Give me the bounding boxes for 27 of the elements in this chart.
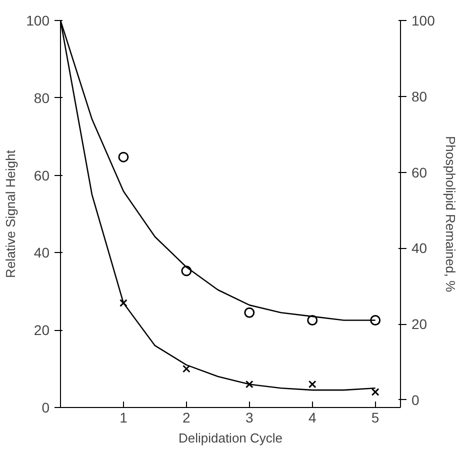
point xyxy=(120,299,128,307)
x-tick-label: 5 xyxy=(371,410,380,426)
point xyxy=(118,152,129,162)
y2-tick-label: 60 xyxy=(412,164,428,180)
point xyxy=(371,388,380,396)
x-tick-label: 2 xyxy=(182,410,191,426)
y2-tick-label: 0 xyxy=(412,392,420,408)
y-tick-label: 60 xyxy=(34,167,50,184)
y-tick-label: 0 xyxy=(42,400,50,416)
y2-tick-label: 20 xyxy=(412,316,428,332)
point xyxy=(244,307,255,318)
point xyxy=(182,364,190,373)
y-axis-title: Relative Signal Height xyxy=(3,150,18,278)
y-tick-label: 20 xyxy=(34,322,50,338)
x-axis-title: Delipidation Cycle xyxy=(178,430,283,446)
y2-axis-title: Phospholipid Remained, % xyxy=(442,136,458,292)
x-tick-label: 3 xyxy=(245,410,254,426)
y2-tick-label: 100 xyxy=(412,12,436,28)
point xyxy=(308,380,316,388)
x-tick-label: 4 xyxy=(308,410,316,426)
x-tick-label: 1 xyxy=(120,410,128,426)
y2-tick-label: 40 xyxy=(412,240,428,256)
y-tick-label: 100 xyxy=(26,12,50,28)
point xyxy=(245,380,254,388)
y2-tick-label: 80 xyxy=(412,88,428,104)
y-tick-label: 40 xyxy=(34,244,50,261)
y-tick-label: 80 xyxy=(34,90,50,106)
